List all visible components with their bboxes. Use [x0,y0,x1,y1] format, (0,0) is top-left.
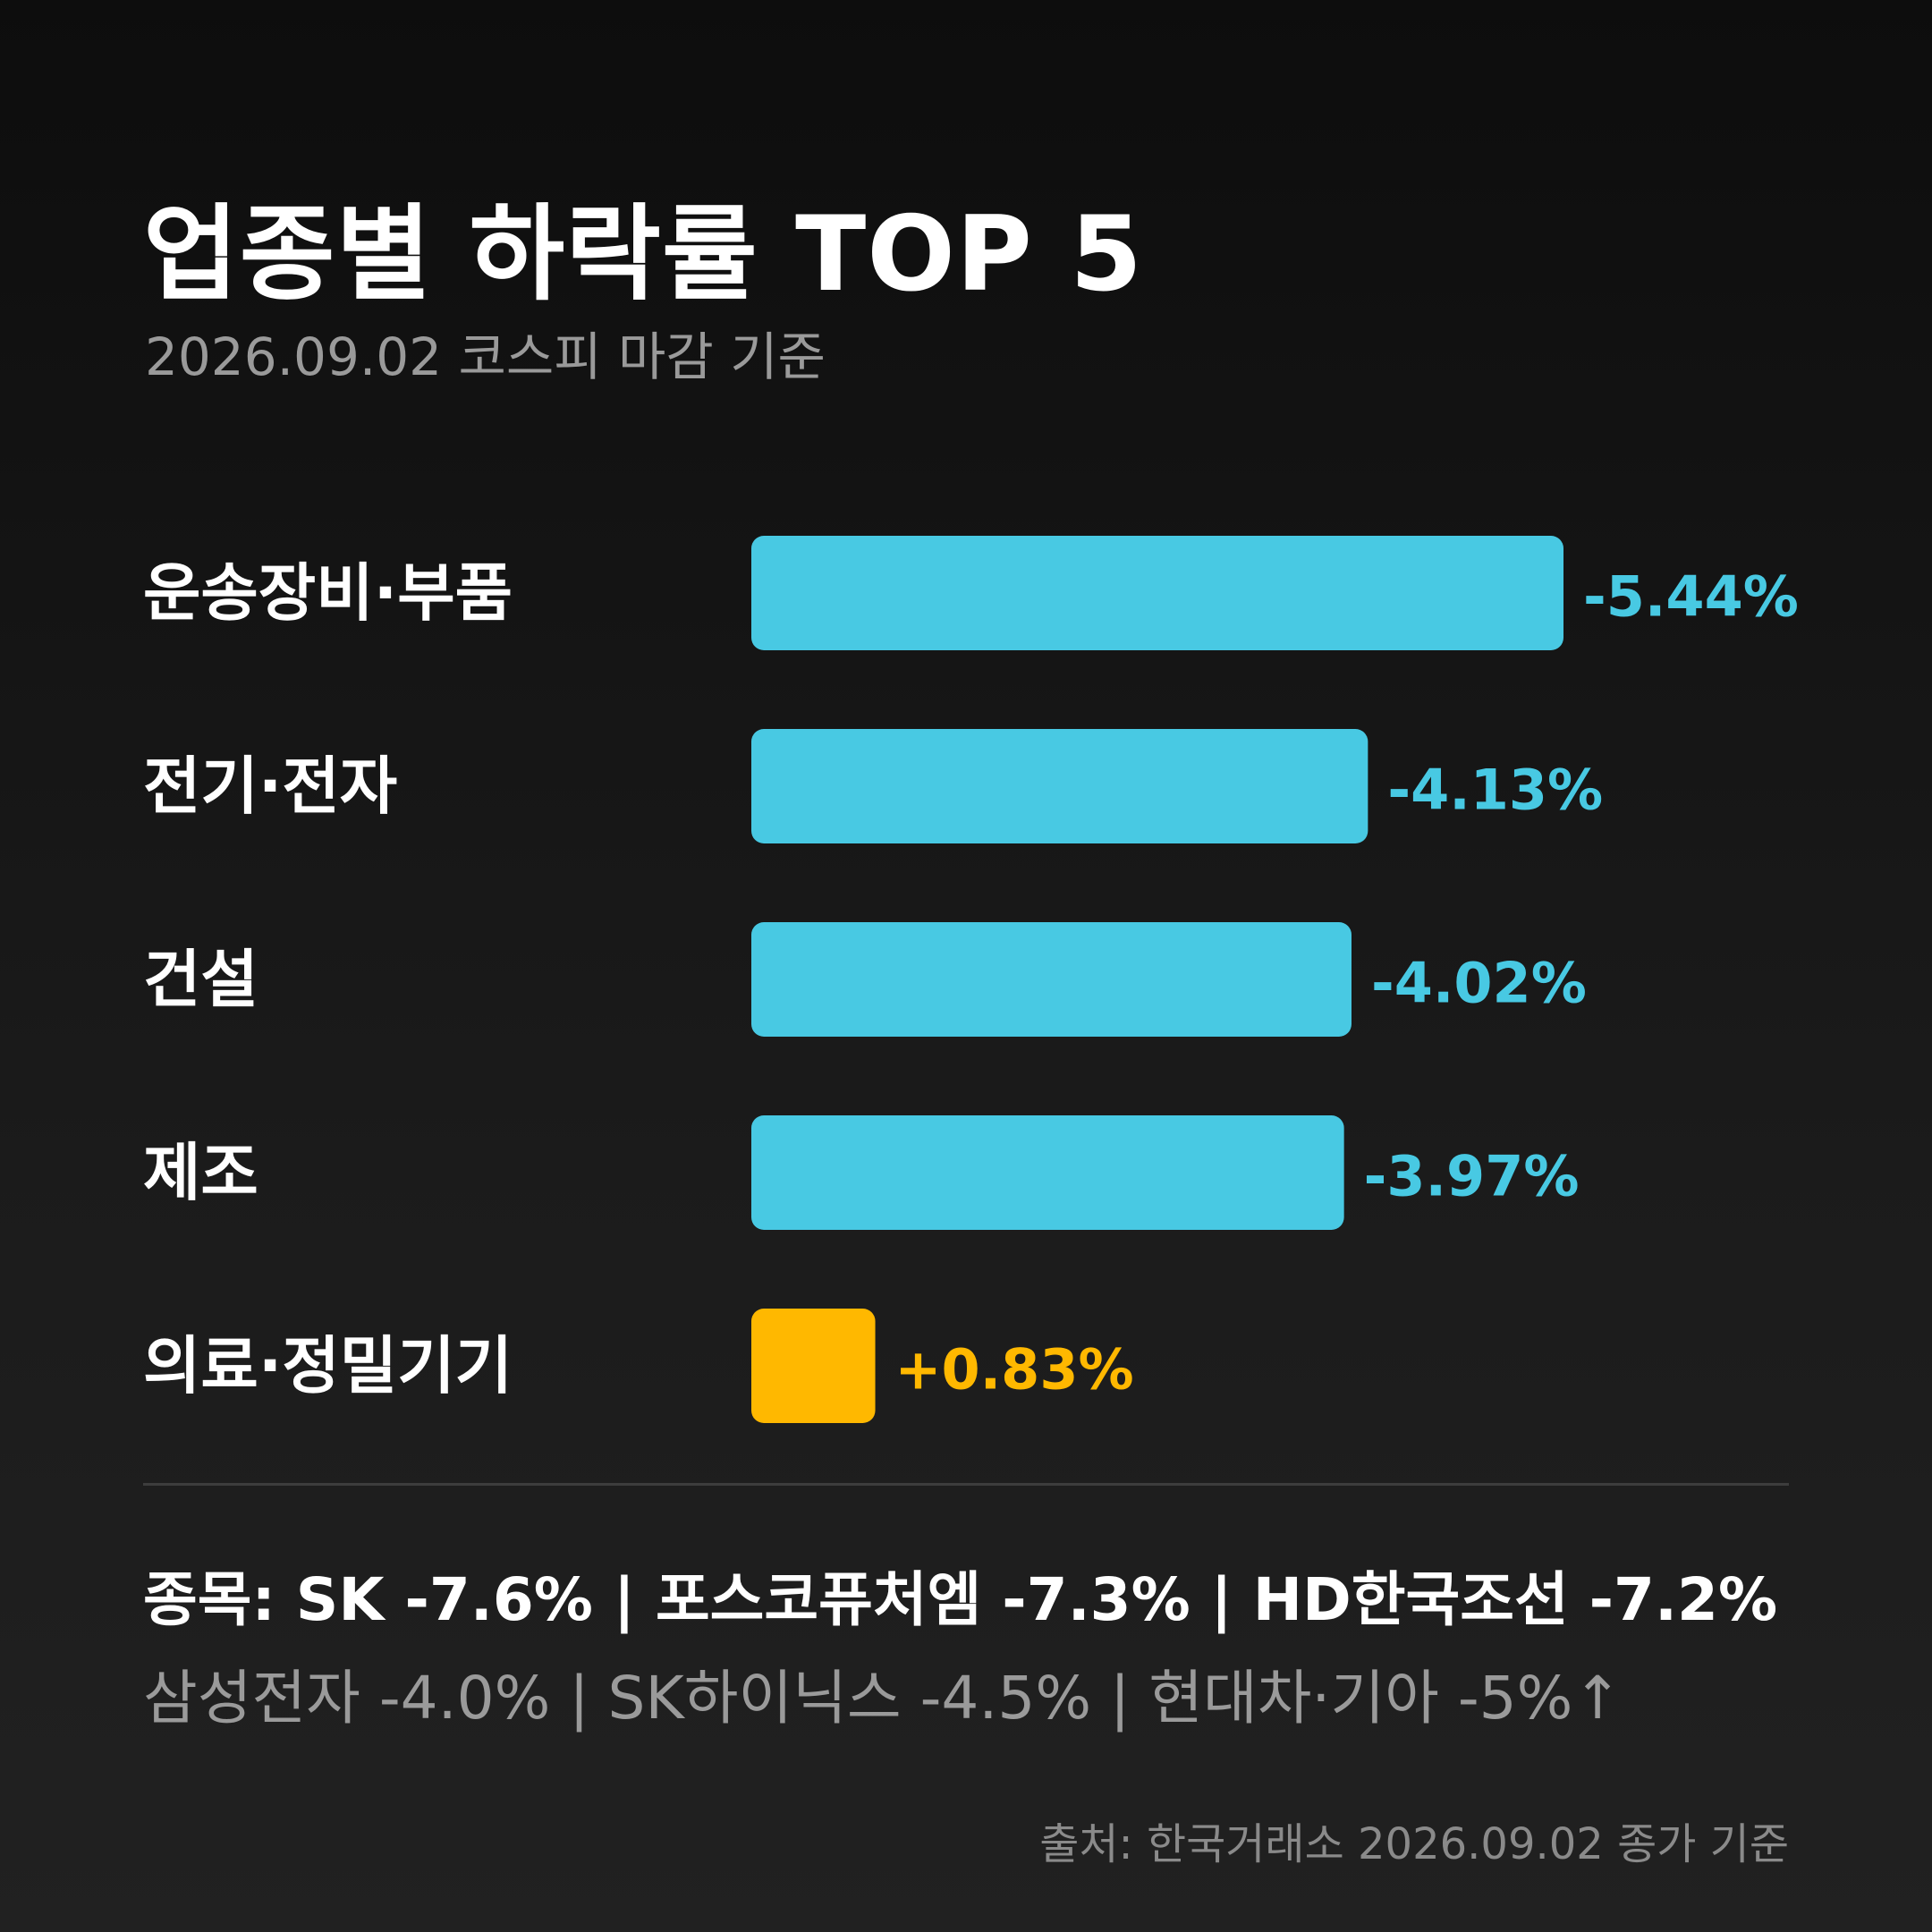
bar-value-label: -4.13% [1387,758,1603,823]
bar-label: 제조 [143,1136,258,1209]
bar-value-label: -4.02% [1371,951,1587,1016]
stocks-line-1: 종목: SK -7.6% | 포스코퓨처엠 -7.3% | HD한국조선 -7.… [143,1565,1778,1634]
stocks-line-2: 삼성전자 -4.0% | SK하이닉스 -4.5% | 현대차·기아 -5%↑ [143,1664,1623,1733]
bar-value-label: -3.97% [1364,1144,1580,1209]
bar-label: 운송장비·부품 [143,556,513,630]
bar-value-label: +0.83% [895,1337,1134,1402]
bar-label: 건설 [143,943,258,1016]
bar [751,536,1563,650]
bar [751,922,1352,1037]
source-note: 출처: 한국거래소 2026.09.02 종가 기준 [1039,1819,1789,1869]
chart-title: 업종별 하락률 TOP 5 [143,194,1143,315]
bar [751,729,1368,843]
divider [143,1483,1789,1486]
bar-value-label: -5.44% [1583,564,1799,630]
chart-subtitle: 2026.09.02 코스피 마감 기준 [145,326,826,387]
bar-label: 전기·전자 [143,750,397,823]
bar-chart: 운송장비·부품 -5.44% 전기·전자 -4.13% 건설 -4.02% 제조 -3.97%… [143,536,1799,1423]
bar-label: 의료·정밀기기 [143,1329,513,1402]
bar [751,1309,876,1423]
bar [751,1115,1344,1230]
